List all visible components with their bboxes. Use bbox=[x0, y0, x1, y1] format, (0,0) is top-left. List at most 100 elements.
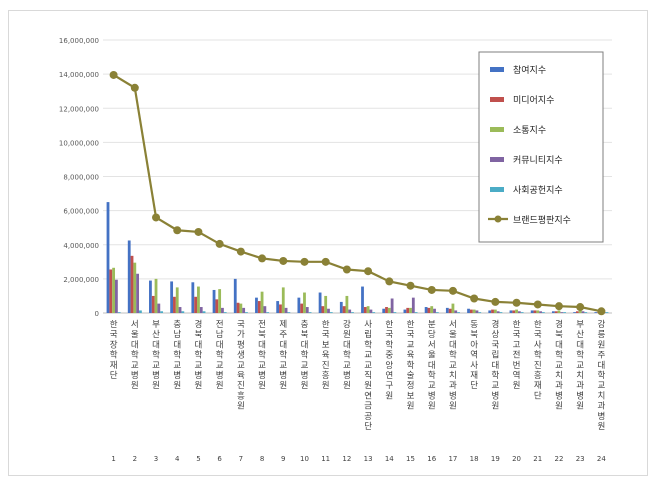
bar bbox=[584, 312, 588, 313]
bar bbox=[245, 312, 248, 313]
line-point bbox=[300, 257, 309, 266]
x-category-number: 15 bbox=[406, 455, 415, 463]
bar bbox=[157, 303, 161, 313]
bar bbox=[560, 312, 564, 313]
bar bbox=[382, 308, 386, 313]
line-point bbox=[258, 254, 267, 263]
x-category-number: 14 bbox=[385, 455, 394, 463]
x-category-number: 23 bbox=[576, 455, 585, 463]
x-category-number: 12 bbox=[342, 455, 351, 463]
legend-label: 소통지수 bbox=[513, 125, 546, 136]
x-category-number: 21 bbox=[533, 455, 542, 463]
bar bbox=[541, 312, 545, 313]
y-tick-label: 6,000,000 bbox=[63, 208, 99, 216]
bar bbox=[435, 312, 439, 313]
bar bbox=[279, 304, 282, 313]
bar bbox=[257, 301, 261, 313]
bar bbox=[178, 307, 182, 313]
bar bbox=[303, 292, 306, 313]
bar bbox=[387, 307, 391, 313]
bar bbox=[451, 303, 455, 313]
line-point bbox=[130, 83, 139, 92]
bar bbox=[363, 307, 367, 313]
legend-marker bbox=[494, 215, 502, 223]
x-axis-labels: 한 국 장 학 재 단 1 서 울 대 학 교 병 원 2 부 산 대 학 교 병 원 3 충 남 대 학 교 병 원 4 경 북 대 학 교 병 원 5 전… bbox=[110, 319, 607, 463]
x-category-number: 2 bbox=[133, 455, 137, 463]
bar bbox=[260, 291, 264, 313]
y-axis-ticks: 0 2,000,000 4,000,000 6,000,000 8,000,000 10,… bbox=[59, 37, 99, 318]
bar bbox=[149, 280, 152, 313]
bar bbox=[160, 311, 164, 313]
bar bbox=[139, 310, 142, 313]
chart-frame: 0 2,000,000 4,000,000 6,000,000 8,000,000 10,… bbox=[8, 10, 648, 476]
bar bbox=[221, 307, 224, 313]
bar bbox=[390, 298, 394, 313]
line-point bbox=[194, 227, 203, 236]
line-point bbox=[364, 267, 373, 276]
brand-index-line bbox=[109, 70, 606, 316]
bar bbox=[154, 278, 158, 313]
x-category-number: 1 bbox=[111, 455, 115, 463]
line-point bbox=[342, 265, 351, 274]
x-category-number: 8 bbox=[260, 455, 264, 463]
bar bbox=[414, 312, 418, 313]
bar bbox=[218, 289, 222, 313]
bar bbox=[530, 310, 534, 313]
legend-label: 참여지수 bbox=[513, 64, 546, 76]
bar bbox=[348, 309, 352, 313]
bar bbox=[361, 286, 364, 313]
legend-box bbox=[478, 51, 604, 243]
bar bbox=[239, 303, 243, 313]
bar bbox=[454, 310, 458, 313]
legend-swatch bbox=[490, 127, 504, 132]
bars bbox=[106, 202, 609, 313]
bar bbox=[496, 311, 500, 313]
line-point bbox=[109, 70, 118, 79]
x-category-number: 6 bbox=[217, 455, 222, 463]
bar bbox=[263, 306, 267, 313]
bar bbox=[578, 310, 582, 313]
bar bbox=[403, 309, 407, 313]
line-point bbox=[321, 257, 330, 266]
x-category-number: 10 bbox=[300, 455, 309, 463]
line-point bbox=[512, 298, 521, 307]
bar bbox=[242, 307, 246, 313]
bar bbox=[472, 309, 476, 313]
x-category-number: 18 bbox=[470, 455, 479, 463]
bar bbox=[339, 301, 343, 313]
line-point bbox=[576, 303, 585, 312]
bar bbox=[457, 312, 460, 313]
line-point bbox=[152, 213, 161, 222]
bar bbox=[321, 306, 325, 313]
bar bbox=[512, 310, 516, 313]
x-category-number: 24 bbox=[597, 455, 606, 463]
grid-lines bbox=[103, 39, 612, 314]
bar bbox=[409, 307, 412, 313]
line-point bbox=[236, 247, 245, 256]
bar bbox=[300, 303, 304, 313]
bar bbox=[266, 312, 270, 313]
y-tick-label: 4,000,000 bbox=[63, 242, 99, 250]
bar bbox=[297, 297, 301, 313]
bar bbox=[308, 312, 312, 313]
y-tick-label: 2,000,000 bbox=[63, 276, 99, 284]
bar bbox=[445, 307, 449, 313]
line-point bbox=[448, 286, 457, 295]
bar bbox=[488, 310, 492, 313]
x-category-number: 22 bbox=[555, 455, 564, 463]
bar bbox=[197, 286, 200, 313]
bar bbox=[112, 267, 116, 313]
bar bbox=[536, 310, 540, 313]
